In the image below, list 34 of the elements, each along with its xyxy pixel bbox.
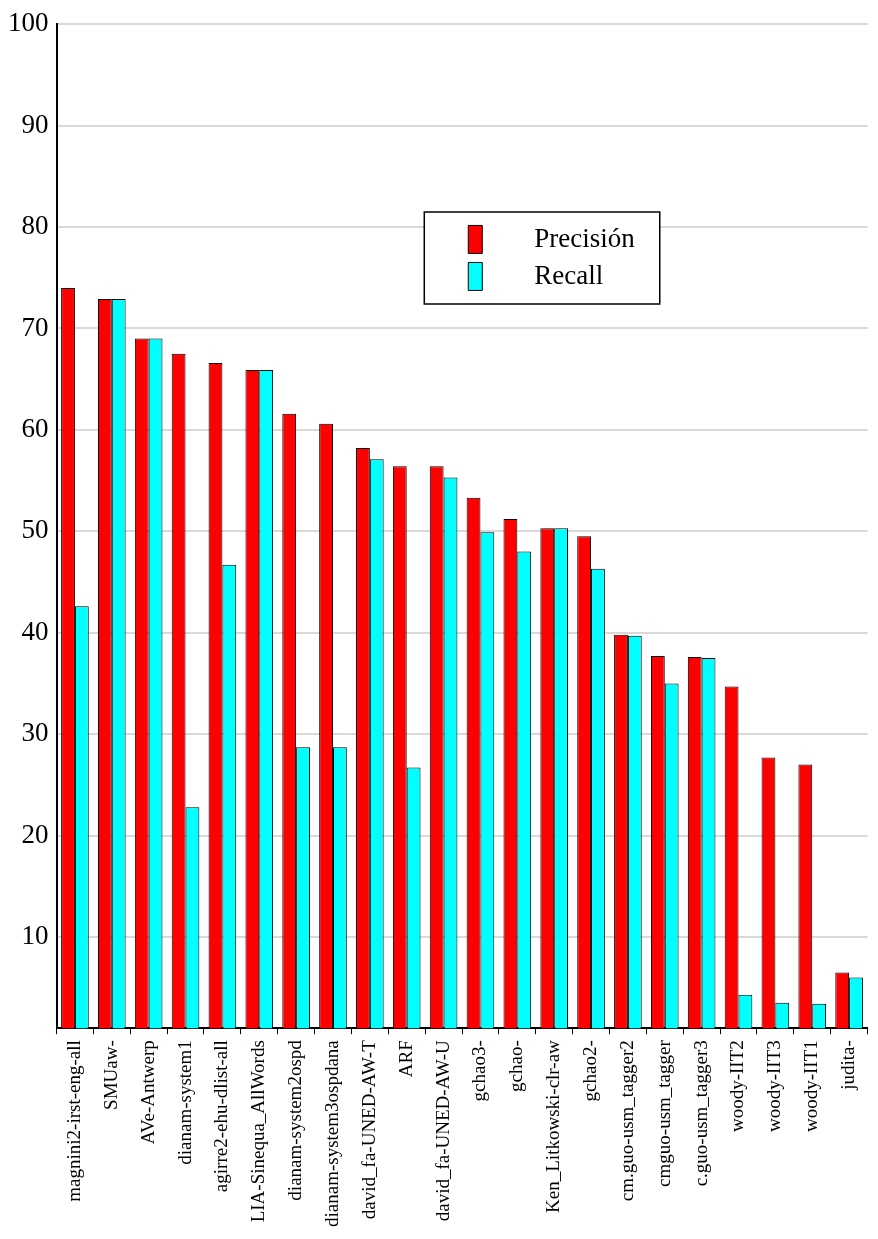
x-tick-label: dianam-system2ospd [284,1039,306,1201]
x-tick-label: dianam-system1 [173,1040,195,1165]
y-tick-label: 60 [21,412,49,443]
y-tick-label: 50 [21,514,49,545]
x-tick-label: SMUaw- [99,1040,121,1110]
y-tick-label: 70 [21,311,49,342]
x-tick-label: dianam-system3ospdana [320,1039,342,1228]
y-tick-label: 90 [21,108,49,139]
y-tick-label: 100 [8,7,49,38]
x-tick-label: ARF [394,1040,416,1078]
x-tick-label: woody-IIT1 [800,1040,822,1133]
legend-label: Recall [534,259,604,290]
x-tick-label: gchao- [505,1040,527,1092]
x-tick-label: magnini2-irst-eng-all [62,1040,84,1202]
y-tick-label: 30 [21,717,49,748]
y-tick-label: 10 [21,920,49,951]
x-tick-label: c.guo-usm_tagger3 [689,1040,711,1187]
x-tick-label: cmguo-usm_tagger [652,1039,674,1187]
y-tick-label: 40 [21,615,49,646]
x-tick-label: AVe-Antwerp [136,1040,158,1145]
x-tick-label: woody-IIT2 [726,1040,748,1133]
x-tick-label: david_fa-UNED-AW-T [357,1039,379,1220]
x-tick-label: gchao2- [579,1040,601,1102]
x-tick-label: judita- [837,1040,859,1091]
x-tick-label: david_fa-UNED-AW-U [431,1039,453,1222]
y-tick-label: 80 [21,210,49,241]
x-tick-label: woody-IIT3 [763,1040,785,1133]
x-tick-label: agirre2-ehu-dlist-all [210,1040,232,1193]
legend-label: Precisión [534,222,636,253]
x-tick-label: LIA-Sinequa_AllWords [247,1040,269,1223]
x-tick-label: Ken_Litkowski-clr-aw [542,1039,564,1213]
x-tick-label: cm.guo-usm_tagger2 [615,1040,637,1202]
x-tick-label: gchao3- [468,1040,490,1102]
y-tick-label: 20 [21,818,49,849]
